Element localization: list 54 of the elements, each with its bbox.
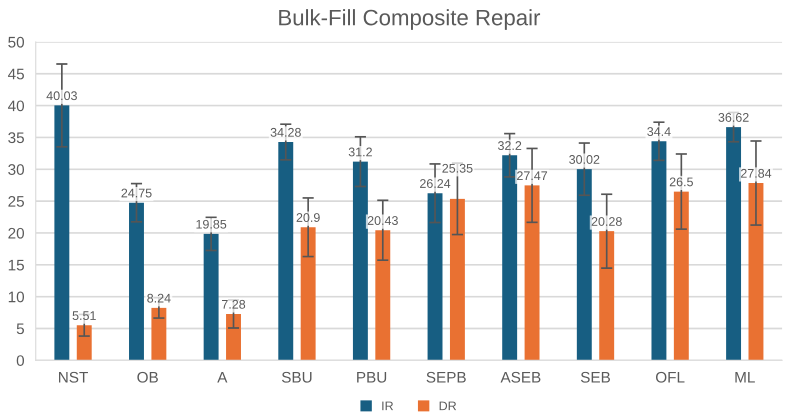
data-label: 20.43 xyxy=(368,216,398,225)
bar xyxy=(54,105,70,360)
x-tick-label: ML xyxy=(735,372,755,383)
data-label: 8.24 xyxy=(147,294,171,303)
data-label: 25.35 xyxy=(442,164,473,173)
y-tick-label: 20 xyxy=(8,228,24,239)
y-tick-label: 25 xyxy=(8,196,24,207)
x-tick-label: SEPB xyxy=(426,372,466,383)
x-tick-label: OFL xyxy=(656,372,684,383)
y-tick-label: 40 xyxy=(8,100,24,112)
data-label: 30.02 xyxy=(569,155,600,164)
data-label: 20.28 xyxy=(592,217,622,226)
chart-title: Bulk-Fill Composite Repair xyxy=(279,9,540,30)
x-tick-label: PBU xyxy=(357,372,386,383)
legend-label: DR xyxy=(440,402,456,410)
data-label: 19.85 xyxy=(196,220,226,229)
bar xyxy=(502,155,518,360)
x-tick-label: SEB xyxy=(580,372,610,383)
data-label: 31.2 xyxy=(348,148,372,156)
y-tick-label: 45 xyxy=(8,68,24,80)
bar xyxy=(300,227,316,360)
bar xyxy=(576,169,592,360)
bar xyxy=(278,142,294,360)
data-label: 27.47 xyxy=(517,171,548,180)
data-label: 24.75 xyxy=(121,188,152,198)
y-tick-label: 35 xyxy=(8,132,24,144)
y-tick-label: 5 xyxy=(16,324,24,334)
x-tick-label: NST xyxy=(59,372,88,383)
data-label: 26.5 xyxy=(670,177,693,186)
data-label: 34.4 xyxy=(647,127,671,136)
data-label: 27.84 xyxy=(740,168,772,178)
data-label: 36.62 xyxy=(718,113,749,122)
legend-label: IR xyxy=(382,402,394,410)
data-label: 7.28 xyxy=(222,300,246,309)
data-label: 5.51 xyxy=(72,311,96,320)
data-label: 20.9 xyxy=(296,213,320,222)
data-label: 26.24 xyxy=(420,179,450,188)
bar xyxy=(674,192,689,360)
bar xyxy=(428,193,442,360)
y-tick-label: 0 xyxy=(16,355,24,366)
x-tick-label: OB xyxy=(137,372,158,383)
x-tick-label: A xyxy=(217,372,228,383)
data-label: 34.28 xyxy=(270,128,301,137)
bar xyxy=(450,198,465,360)
bar xyxy=(748,183,764,360)
bar xyxy=(352,162,368,360)
x-tick-label: SBU xyxy=(282,372,312,383)
data-label: 40.03 xyxy=(46,91,77,100)
data-label: 32.2 xyxy=(498,141,522,150)
y-tick-label: 15 xyxy=(8,260,24,270)
y-tick-label: 30 xyxy=(8,164,24,175)
y-tick-label: 50 xyxy=(8,36,24,48)
y-tick-label: 10 xyxy=(8,292,24,302)
x-tick-label: ASEB xyxy=(500,372,540,383)
